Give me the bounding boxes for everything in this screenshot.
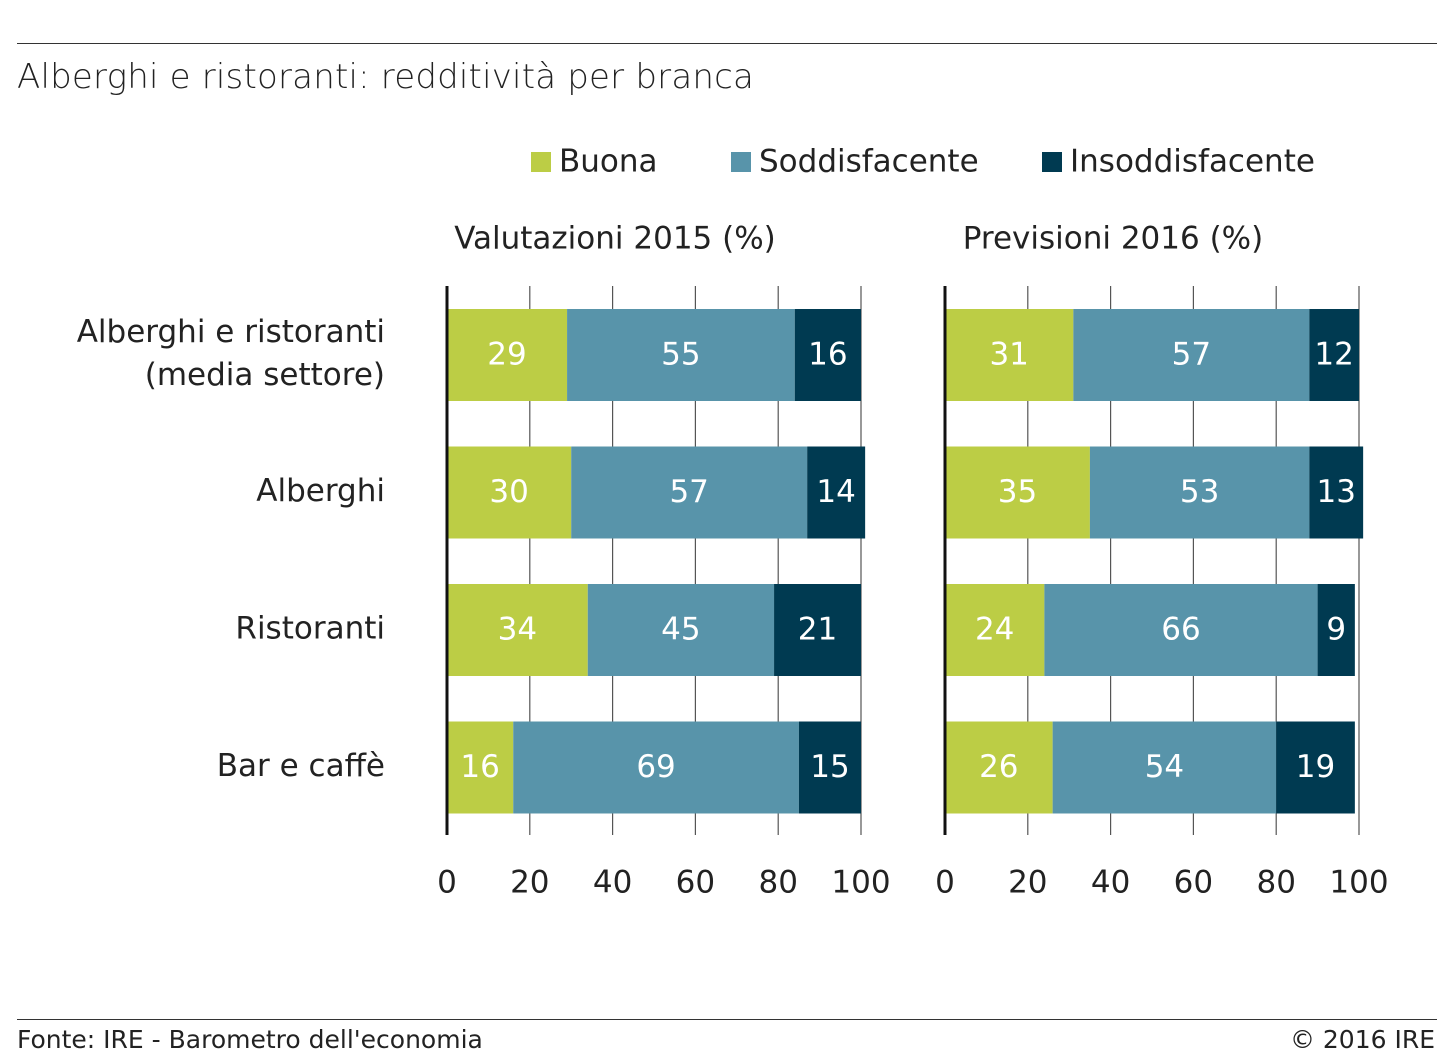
bar-segment-soddisfacente — [1052, 721, 1277, 814]
bar-segment-buona — [447, 309, 568, 401]
x-tick-label: 80 — [1256, 865, 1295, 901]
x-tick-label: 100 — [1329, 865, 1388, 901]
data-label: 57 — [1172, 337, 1211, 373]
x-tick-label: 20 — [510, 865, 549, 901]
chart-title: Alberghi e ristoranti: redditività per b… — [17, 57, 755, 97]
data-label: 53 — [1180, 474, 1219, 510]
x-tick-label: 80 — [758, 865, 797, 901]
bar-segment-buona — [447, 446, 572, 539]
bar-segment-soddisfacente — [567, 309, 795, 401]
panel-title: Valutazioni 2015 (%) — [454, 221, 776, 257]
data-label: 16 — [460, 749, 499, 785]
bar-segment-buona — [447, 584, 588, 676]
data-label: 19 — [1296, 749, 1335, 785]
data-label: 35 — [998, 474, 1037, 510]
category-label: (media settore) — [145, 357, 385, 393]
data-label: 34 — [498, 612, 537, 648]
legend-label-soddisfacente: Soddisfacente — [759, 144, 979, 180]
data-label: 54 — [1145, 749, 1184, 785]
bar-segment-soddisfacente — [587, 584, 775, 676]
data-label: 9 — [1326, 612, 1346, 648]
data-label: 66 — [1161, 612, 1200, 648]
data-label: 29 — [487, 337, 526, 373]
bar-segment-buona — [447, 721, 514, 814]
copyright-note: © 2016 IRE — [1289, 1025, 1435, 1054]
data-label: 57 — [669, 474, 708, 510]
legend-swatch-insoddisfacente — [1042, 152, 1062, 172]
bar-segment-insoddisfacente — [807, 446, 866, 539]
data-label: 21 — [798, 612, 837, 648]
bar-segment-insoddisfacente — [1309, 446, 1364, 539]
chart: Buona Soddisfacente Insoddisfacente Albergh… — [77, 144, 1389, 901]
bar-segment-soddisfacente — [571, 446, 808, 539]
data-label: 13 — [1317, 474, 1356, 510]
top-rule — [17, 43, 1437, 44]
data-label: 26 — [979, 749, 1018, 785]
bar-segment-insoddisfacente — [1276, 721, 1355, 814]
x-tick-label: 40 — [1091, 865, 1130, 901]
category-label: Ristoranti — [235, 611, 385, 647]
data-label: 55 — [661, 337, 700, 373]
x-tick-label: 60 — [676, 865, 715, 901]
bar-segment-insoddisfacente — [794, 309, 861, 401]
bottom-rule — [17, 1019, 1437, 1020]
data-label: 14 — [816, 474, 855, 510]
x-tick-label: 0 — [935, 865, 955, 901]
x-tick-label: 0 — [437, 865, 457, 901]
bar-segment-soddisfacente — [1044, 584, 1318, 676]
data-label: 45 — [661, 612, 700, 648]
x-tick-label: 100 — [831, 865, 890, 901]
data-label: 16 — [808, 337, 847, 373]
bar-segment-buona — [945, 584, 1045, 676]
legend-label-insoddisfacente: Insoddisfacente — [1070, 144, 1315, 180]
bar-segment-buona — [945, 721, 1053, 814]
bar-segment-buona — [945, 446, 1090, 539]
bar-segment-soddisfacente — [1073, 309, 1310, 401]
data-label: 30 — [489, 474, 528, 510]
category-label: Alberghi e ristoranti — [77, 314, 385, 350]
data-label: 15 — [810, 749, 849, 785]
bar-segment-soddisfacente — [513, 721, 799, 814]
source-note: Fonte: IRE - Barometro dell'economia — [17, 1025, 483, 1054]
legend-swatch-soddisfacente — [731, 152, 751, 172]
x-tick-label: 40 — [593, 865, 632, 901]
legend-label-buona: Buona — [559, 144, 658, 180]
data-label: 12 — [1314, 337, 1353, 373]
x-tick-label: 20 — [1008, 865, 1047, 901]
data-label: 31 — [989, 337, 1028, 373]
category-label: Bar e caffè — [217, 748, 385, 784]
data-label: 24 — [975, 612, 1014, 648]
bar-segment-insoddisfacente — [1309, 309, 1359, 401]
bar-segment-soddisfacente — [1089, 446, 1310, 539]
bar-segment-buona — [945, 309, 1074, 401]
bar-segment-insoddisfacente — [774, 584, 861, 676]
category-label: Alberghi — [256, 473, 385, 509]
legend-swatch-buona — [531, 152, 551, 172]
data-label: 69 — [636, 749, 675, 785]
x-tick-label: 60 — [1174, 865, 1213, 901]
panel-title: Previsioni 2016 (%) — [963, 221, 1263, 257]
bar-segment-insoddisfacente — [1317, 584, 1355, 676]
bar-segment-insoddisfacente — [798, 721, 861, 814]
